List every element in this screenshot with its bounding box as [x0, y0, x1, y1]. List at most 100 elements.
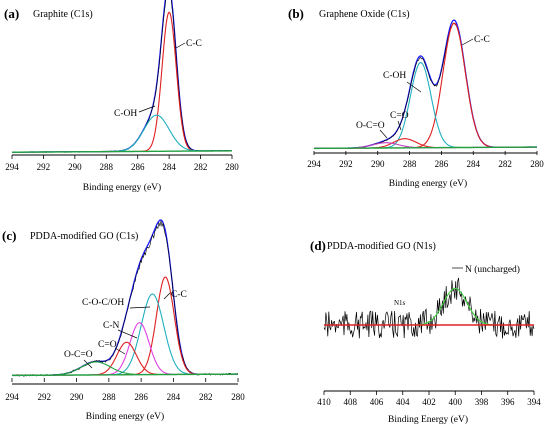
tick-label: 404 [396, 397, 410, 407]
panel-c-annot-cc-pointer [163, 292, 171, 300]
tick-label: 294 [307, 159, 321, 169]
raw-data-line [11, 220, 239, 377]
tick-label: 284 [167, 392, 181, 402]
tick-label: 292 [38, 392, 52, 402]
panel-a-curves [11, 0, 233, 154]
panel-c-annot-coc: C-O-C/OH [82, 298, 124, 308]
tick-label: 408 [344, 397, 358, 407]
tick-label: 282 [194, 162, 208, 172]
panel-b-xlabel: Binding energy (eV) [389, 178, 467, 189]
panel-d-letter: (d) [310, 238, 326, 253]
panel-b-annot-oco: O-C=O [356, 121, 385, 131]
panel-a-letter: (a) [4, 6, 19, 21]
panel-b-annot-coh: C-OH [383, 71, 406, 81]
panel-c: (c) PDDA-modified GO (C1s) 294 292 290 288 2… [2, 219, 245, 422]
fit-component-line [12, 293, 238, 376]
tick-label: 292 [339, 159, 353, 169]
panel-d-ticks: 410 408 406 404 402 400 398 396 394 [317, 391, 541, 407]
tick-label: 402 [422, 397, 436, 407]
raw-data-line [313, 23, 538, 150]
raw-data-line [323, 277, 535, 339]
panel-a-annot-cc-pointer [175, 42, 186, 49]
panel-c-annot-oco: O-C=O [64, 350, 93, 360]
tick-label: 284 [467, 159, 481, 169]
tick-label: 286 [435, 159, 449, 169]
panel-c-annot-coc-pointer [129, 306, 151, 309]
fit-component-line [314, 22, 537, 149]
panel-c-letter: (c) [2, 228, 16, 243]
panel-d-annot-n: N (uncharged) [465, 264, 520, 275]
panel-d-curves [323, 277, 535, 339]
tick-label: 294 [5, 392, 19, 402]
panel-b-title: Graphene Oxide (C1s) [319, 9, 410, 20]
measured-envelope-line [12, 219, 238, 376]
panel-a: (a) Graphite (C1s) 294 292 290 288 286 284 282… [4, 0, 239, 193]
tick-label: 288 [102, 392, 116, 402]
tick-label: 290 [371, 159, 385, 169]
baseline-line [12, 150, 232, 153]
panel-b-letter: (b) [288, 6, 304, 21]
tick-label: 288 [100, 162, 114, 172]
tick-label: 292 [37, 162, 51, 172]
measured-envelope-line [314, 19, 537, 149]
tick-label: 410 [317, 397, 331, 407]
panel-c-curves [11, 219, 239, 377]
fit-component-line [12, 322, 238, 376]
tick-label: 394 [527, 397, 541, 407]
fit-component-line [12, 11, 232, 153]
tick-label: 286 [131, 162, 145, 172]
panel-c-annot-co-pointer [114, 347, 126, 355]
panel-a-ticks: 294 292 290 288 286 284 282 280 [5, 155, 239, 172]
panel-a-xlabel: Binding energy (eV) [83, 182, 161, 193]
tick-label: 290 [68, 162, 82, 172]
tick-label: 396 [501, 397, 515, 407]
tick-label: 284 [162, 162, 176, 172]
tick-label: 406 [370, 397, 384, 407]
panel-a-annot-coh-pointer [138, 105, 156, 113]
panel-c-annot-cn: C-N [103, 321, 120, 331]
tick-label: 400 [449, 397, 463, 407]
tick-label: 280 [231, 392, 245, 402]
tick-label: 290 [70, 392, 84, 402]
panel-b-annot-co-pointer [397, 120, 402, 131]
tick-label: 398 [475, 397, 489, 407]
fit-component-line [314, 62, 537, 149]
raw-data-line [11, 0, 233, 154]
panel-d-xlabel: Binding Energy (eV) [388, 414, 468, 425]
panel-d-annot-n1s: N1s [394, 299, 406, 307]
tick-label: 280 [225, 162, 239, 172]
tick-label: 282 [498, 159, 512, 169]
panel-a-annot-coh: C-OH [114, 109, 137, 119]
tick-label: 280 [530, 159, 544, 169]
panel-c-title: PDDA-modified GO (C1s) [30, 231, 138, 242]
tick-label: 282 [199, 392, 213, 402]
panel-b-annot-co: C=O [390, 111, 409, 121]
panel-c-annot-co: C=O [98, 340, 117, 350]
panel-b-curves [313, 19, 538, 150]
measured-envelope-line [12, 0, 233, 153]
panel-b-annot-coh-pointer [406, 81, 422, 93]
panel-b-annot-cc-pointer [461, 38, 474, 46]
fit-component-line [12, 276, 238, 376]
panel-a-title: Graphite (C1s) [33, 9, 93, 20]
tick-label: 294 [5, 162, 19, 172]
panel-c-xlabel: Binding energy (eV) [86, 411, 164, 422]
baseline-line [12, 373, 238, 377]
panel-b: (b) Graphene Oxide (C1s) 294 292 290 288 286… [288, 6, 544, 189]
panel-b-annot-cc: C-C [474, 35, 490, 45]
panel-c-ticks: 294 292 290 288 286 284 282 280 [5, 378, 245, 402]
panel-c-annot-cn-pointer [117, 329, 138, 339]
panel-c-annot-oco-pointer [83, 359, 93, 369]
panel-c-annot-cc: C-C [171, 290, 187, 300]
baseline-line [314, 146, 537, 150]
panel-a-annot-cc: C-C [186, 39, 202, 49]
tick-label: 286 [134, 392, 148, 402]
panel-b-annot-oco-pointer [379, 129, 388, 139]
fit-component-line [12, 114, 232, 153]
tick-label: 288 [403, 159, 417, 169]
panel-d: (d) PDDA-modified GO (N1s) 410 408 406 404 4… [310, 238, 541, 425]
fit-component-line [12, 361, 238, 376]
panel-b-ticks: 294 292 290 288 286 284 282 280 [307, 151, 544, 169]
panel-d-title: PDDA-modified GO (N1s) [327, 241, 436, 252]
